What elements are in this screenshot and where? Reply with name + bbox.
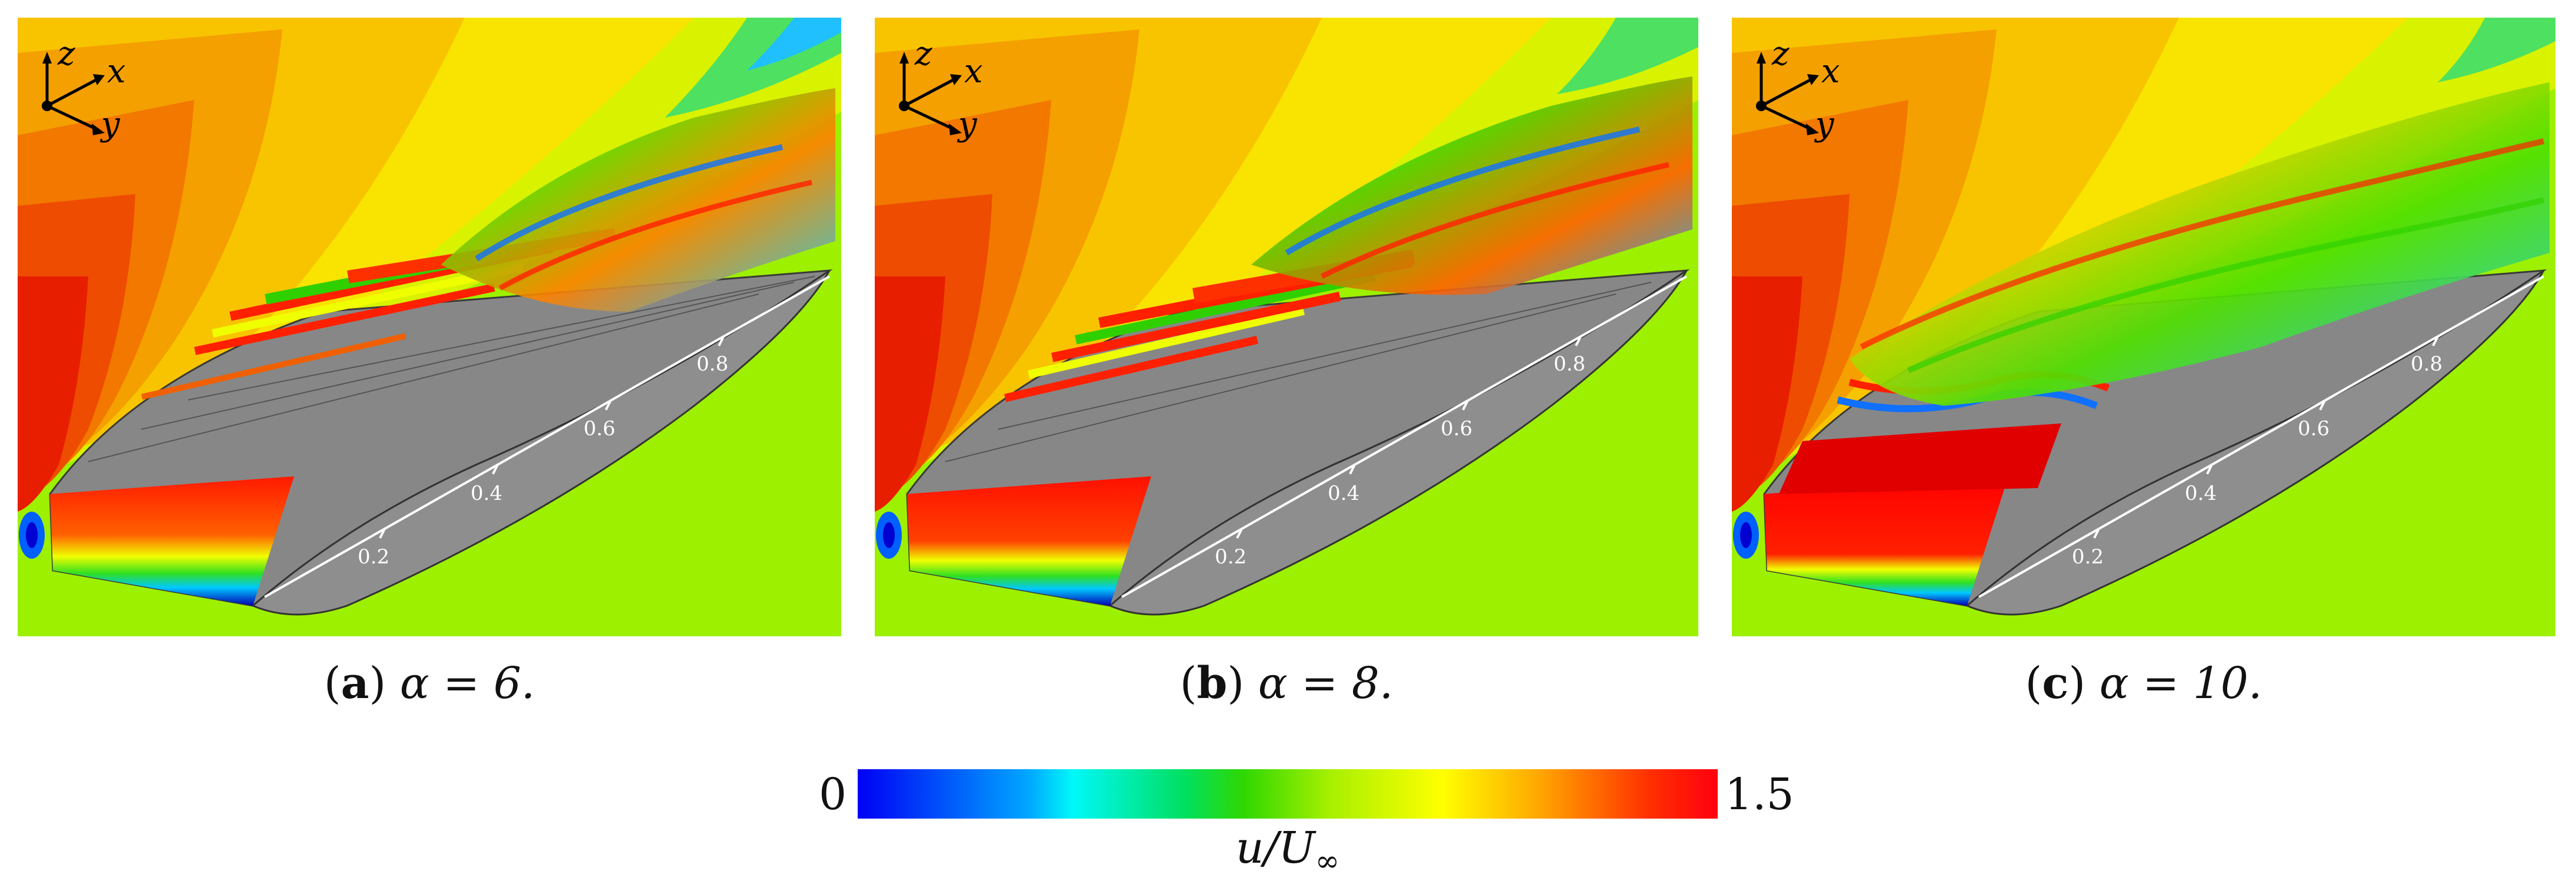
caption-expression: α = 6. — [399, 658, 535, 709]
vortex-structures — [141, 88, 835, 400]
axis-x-label: x — [964, 52, 983, 91]
chord-tick-label: 0.8 — [1554, 352, 1585, 376]
panel-c-visualization: 0.2 0.4 0.6 0.8 z x y — [1732, 18, 2555, 636]
panel-c-svg: 0.2 0.4 0.6 0.8 z x y — [1732, 18, 2555, 636]
axis-x-label: x — [1821, 52, 1840, 91]
caption-expression: α = 10. — [2099, 658, 2262, 709]
colorbar-title-sub: ∞ — [1315, 844, 1340, 878]
chord-tick-label: 0.2 — [1215, 545, 1247, 569]
chord-tick-label: 0.4 — [471, 482, 502, 505]
chord-tick-label: 0.2 — [358, 545, 389, 569]
axis-z-label: z — [914, 35, 932, 73]
chord-axis: 0.2 0.4 0.6 0.8 — [1121, 275, 1687, 598]
chord-tick-label: 0.6 — [1441, 417, 1472, 440]
caption-letter: a — [341, 658, 369, 709]
axes-triad: z x y — [899, 35, 983, 143]
chord-tick-label: 0.4 — [2185, 482, 2217, 505]
chord-axis: 0.2 0.4 0.6 0.8 — [264, 275, 830, 598]
colorbar-title-main: u/U — [1235, 823, 1315, 873]
colorbar-min-label: 0 — [819, 769, 847, 820]
caption-letter: c — [2042, 658, 2069, 709]
colorbar — [858, 769, 1718, 819]
chord-tick-label: 0.8 — [2411, 352, 2442, 376]
vortex-structures — [1004, 76, 1692, 402]
caption-a: (a) α = 6. — [324, 658, 535, 709]
colorbar-max-label: 1.5 — [1725, 769, 1794, 820]
colorbar-title: u/U∞ — [858, 821, 1718, 888]
chord-tick-label: 0.6 — [584, 417, 615, 440]
axis-z-label: z — [57, 35, 75, 73]
panel-a-svg: 0.2 0.4 0.6 0.8 z x y — [18, 18, 841, 636]
panel-a-visualization: 0.2 0.4 0.6 0.8 z x y — [18, 18, 841, 636]
axes-triad: z x y — [42, 35, 126, 143]
axes-triad: z x y — [1756, 35, 1840, 143]
panel-b-svg: 0.2 0.4 0.6 0.8 z x y — [875, 18, 1698, 636]
wing-section — [49, 269, 833, 616]
caption-c: (c) α = 10. — [2025, 658, 2262, 709]
panel-b-visualization: 0.2 0.4 0.6 0.8 z x y — [875, 18, 1698, 636]
axis-z-label: z — [1771, 35, 1789, 73]
caption-letter: b — [1197, 658, 1228, 709]
axis-y-label: y — [957, 105, 978, 143]
chord-axis: 0.2 0.4 0.6 0.8 — [1978, 275, 2544, 598]
chord-tick-label: 0.2 — [2072, 545, 2104, 569]
vortex-structures — [1837, 82, 2550, 412]
caption-expression: α = 8. — [1258, 658, 1394, 709]
axis-y-label: y — [99, 105, 121, 143]
axis-x-label: x — [107, 52, 126, 91]
chord-tick-label: 0.4 — [1328, 482, 1359, 505]
chord-tick-label: 0.6 — [2298, 417, 2330, 440]
caption-b: (b) α = 8. — [1179, 658, 1394, 709]
chord-tick-label: 0.8 — [697, 352, 728, 376]
axis-y-label: y — [1814, 105, 1835, 143]
